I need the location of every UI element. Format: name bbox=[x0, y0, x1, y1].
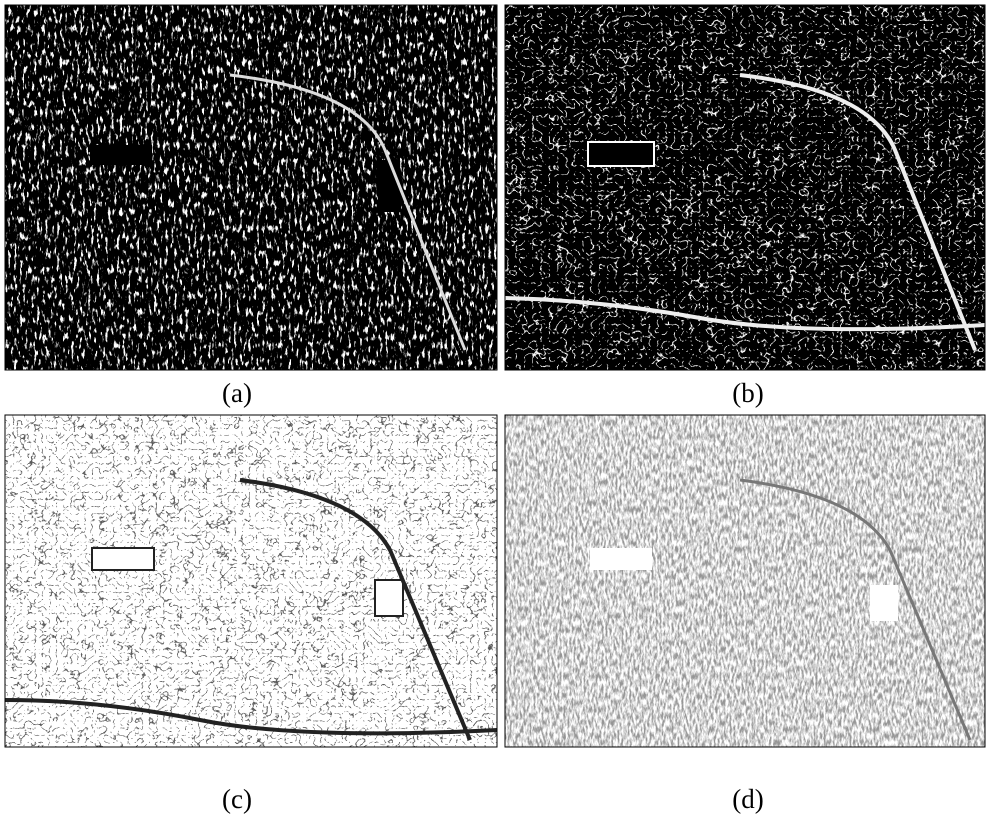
panel-caption: (d) bbox=[732, 784, 763, 814]
image-block bbox=[374, 579, 404, 617]
panel-caption: (b) bbox=[732, 378, 763, 408]
image-road bbox=[739, 478, 972, 741]
image-texture bbox=[5, 415, 497, 747]
panel-a bbox=[4, 4, 498, 371]
image-road bbox=[739, 73, 977, 351]
image-road bbox=[239, 478, 472, 741]
image-road bbox=[504, 296, 986, 332]
image-border bbox=[504, 4, 986, 371]
image-block bbox=[590, 548, 652, 570]
image-border bbox=[4, 4, 498, 371]
image-block bbox=[90, 145, 152, 165]
image-block bbox=[91, 547, 155, 571]
image-road bbox=[229, 73, 467, 351]
image-border bbox=[504, 414, 986, 748]
panel-b bbox=[504, 4, 986, 371]
image-texture bbox=[505, 415, 985, 747]
image-road bbox=[4, 698, 498, 736]
image-block bbox=[378, 160, 400, 212]
panel-d bbox=[504, 414, 986, 748]
image-block bbox=[587, 141, 655, 167]
image-block bbox=[870, 585, 898, 621]
panel-c bbox=[4, 414, 498, 748]
panel-caption: (c) bbox=[222, 784, 252, 814]
image-texture bbox=[5, 5, 497, 370]
image-border bbox=[4, 414, 498, 748]
image-texture bbox=[505, 5, 985, 370]
panel-caption: (a) bbox=[222, 378, 252, 408]
